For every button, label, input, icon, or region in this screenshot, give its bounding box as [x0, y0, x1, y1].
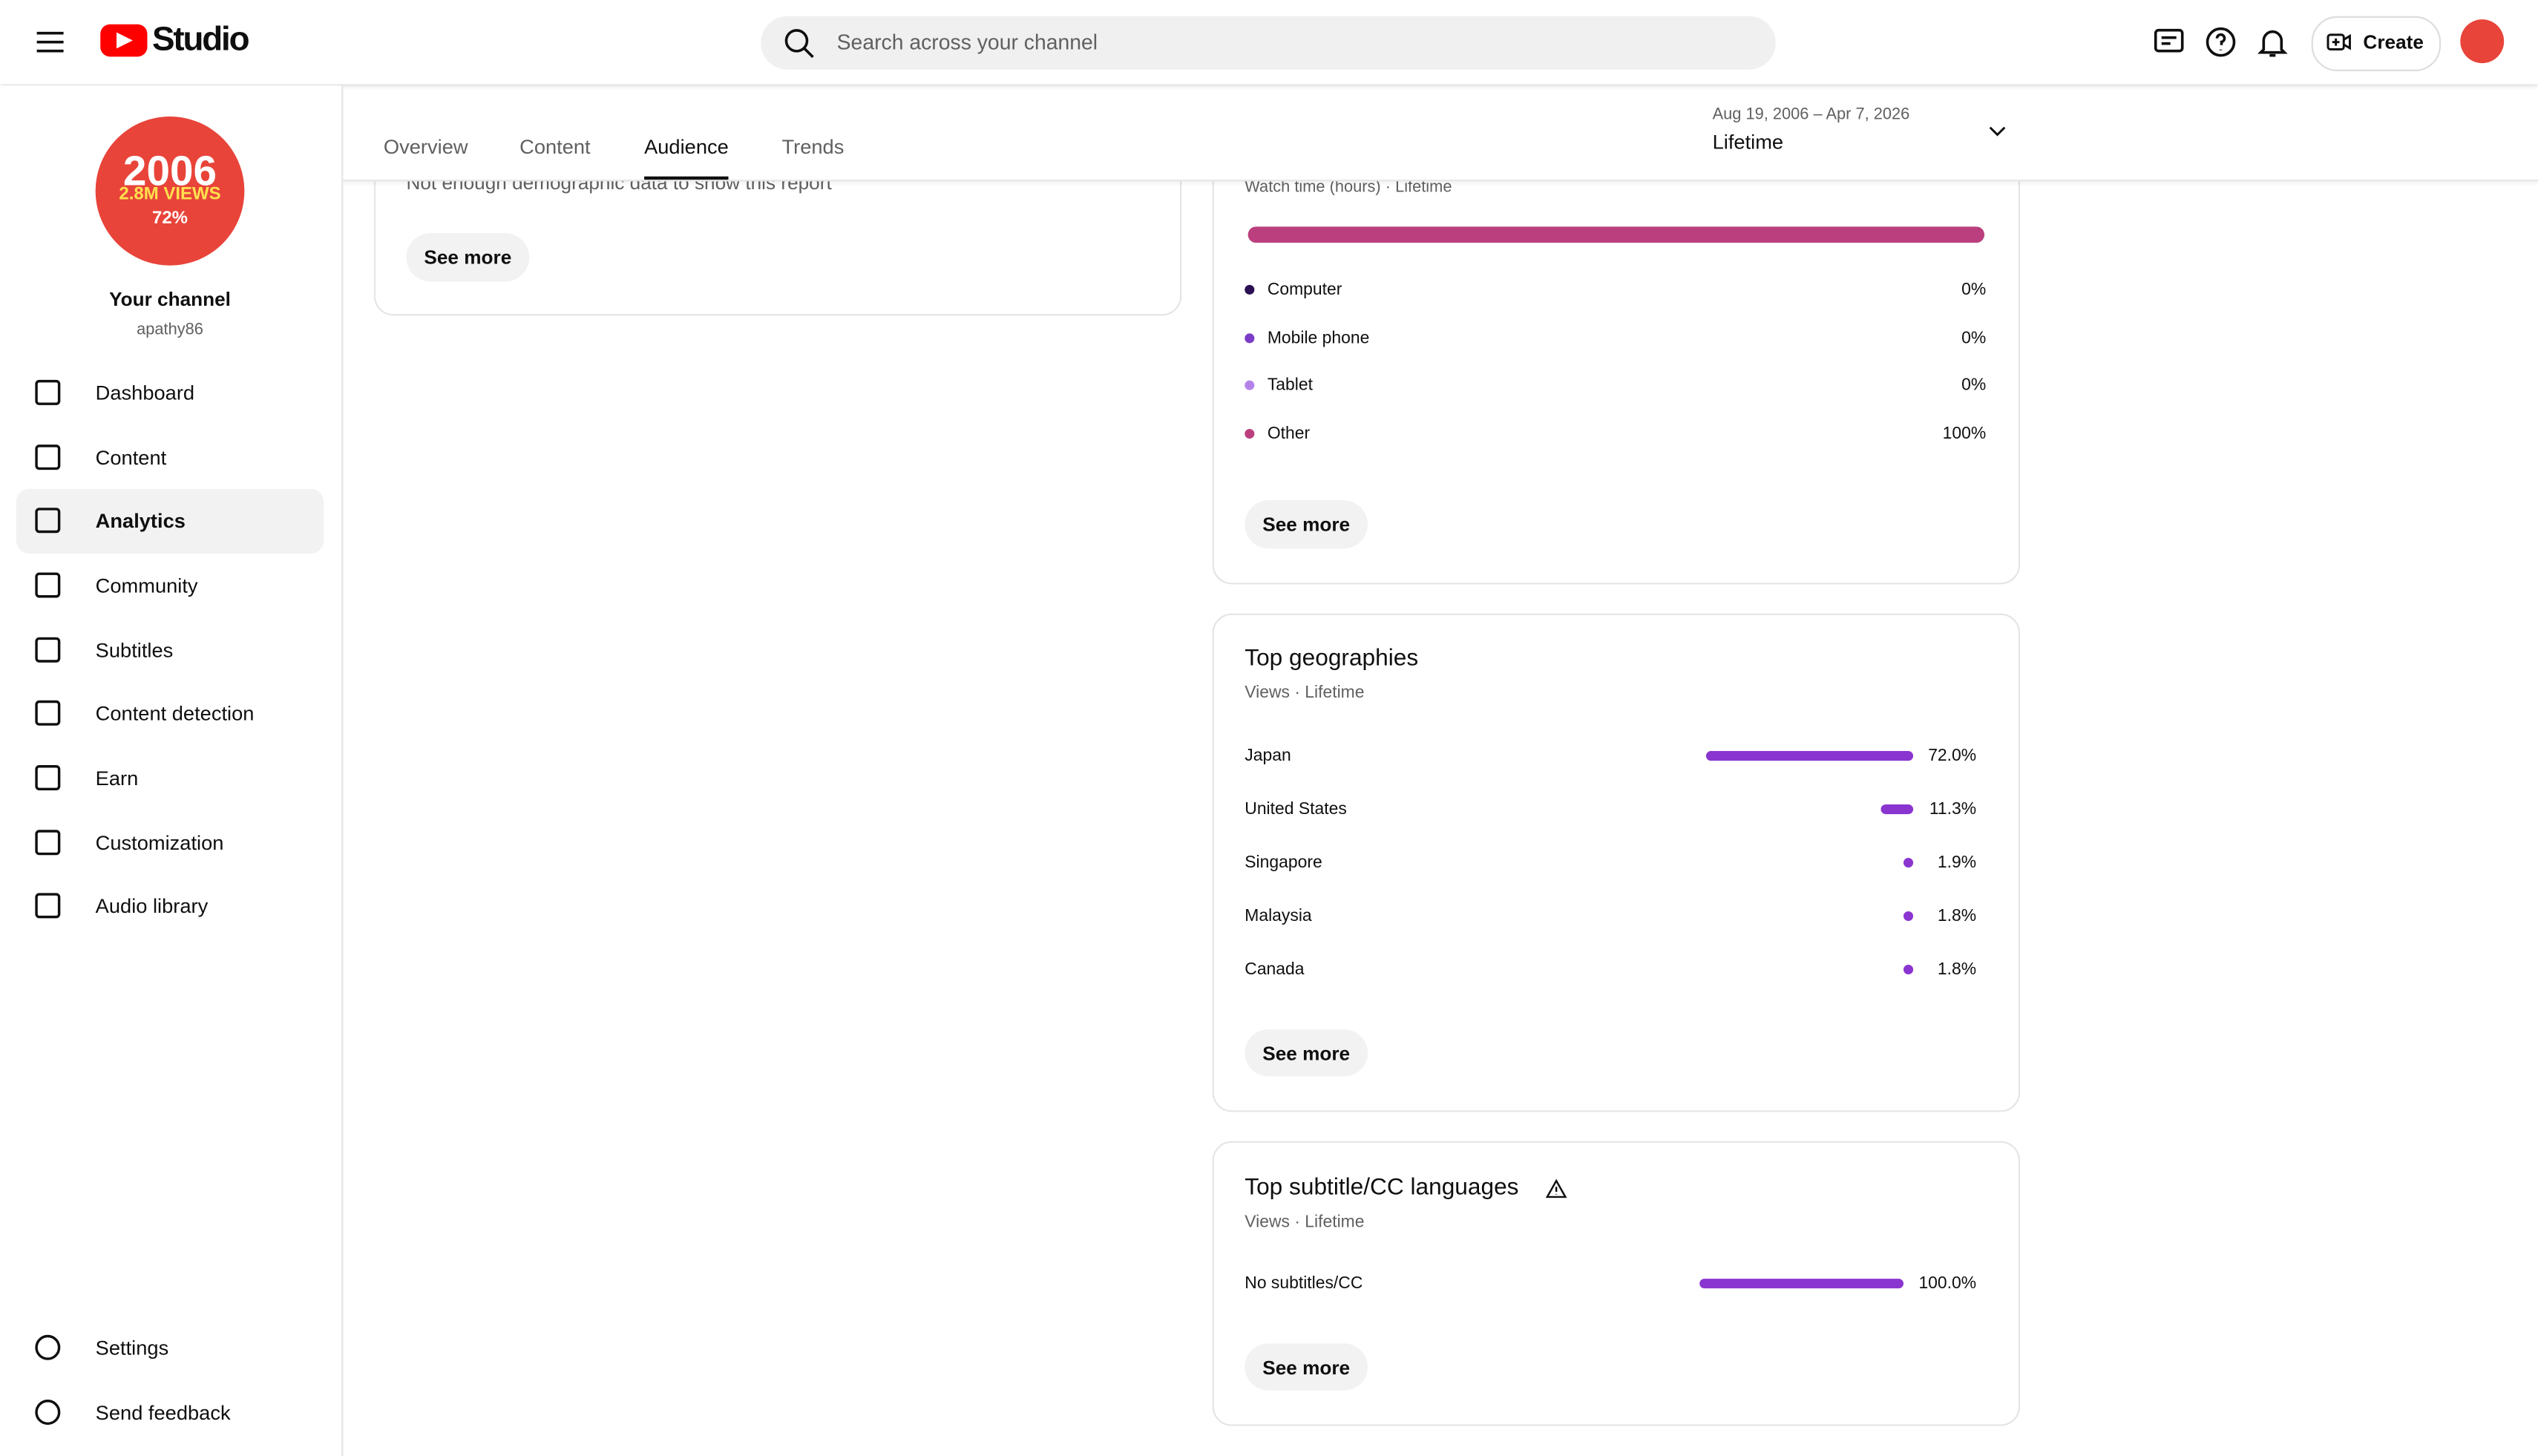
date-period[interactable]: Lifetime [1712, 131, 1784, 154]
device-segment [1247, 226, 1985, 243]
search-box[interactable] [761, 16, 1776, 70]
nav-icon [35, 445, 61, 470]
nav-item[interactable]: Settings [95, 1337, 169, 1360]
search-placeholder[interactable]: Search across your channel [836, 30, 1098, 55]
bell-icon [2257, 30, 2288, 57]
nav-item[interactable]: Content [95, 446, 167, 470]
see-more-button[interactable]: See more [1245, 1029, 1368, 1077]
nav-icon [35, 700, 61, 726]
row-value: 72.0% [1928, 746, 1977, 766]
nav-icon [35, 637, 61, 663]
nav-item[interactable]: Content detection [95, 702, 255, 726]
row-bar [1903, 911, 1914, 922]
badge-text: 72% [151, 209, 188, 229]
nav-item[interactable]: Customization [95, 832, 224, 855]
menu-icon [36, 31, 64, 53]
nav-icon [35, 379, 61, 405]
legend-value: 0% [1961, 376, 1987, 396]
row-bar [1903, 964, 1914, 975]
legend-value: 0% [1961, 280, 1987, 300]
row-value: 1.8% [1937, 906, 1977, 926]
create-label[interactable]: Create [2363, 30, 2424, 53]
legend-dot [1245, 332, 1255, 343]
row-bar [1903, 857, 1914, 868]
legend-value: 0% [1961, 328, 1987, 348]
date-range[interactable]: Aug 19, 2006 – Apr 7, 2026 [1712, 105, 1910, 124]
legend-value: 100% [1942, 424, 1987, 444]
nav-icon [35, 893, 61, 919]
card-title: Top subtitle/CC languages [1245, 1175, 1519, 1201]
row-bar [1880, 804, 1914, 815]
row-label: Malaysia [1245, 906, 1312, 926]
see-more-button[interactable]: See more [1245, 1343, 1368, 1391]
nav-item[interactable]: Community [95, 574, 198, 597]
legend-dot [1245, 381, 1255, 391]
channel-name: Your channel [109, 288, 231, 311]
nav-icon [35, 1400, 61, 1426]
nav-item[interactable]: Analytics [95, 510, 186, 533]
nav-icon [35, 508, 61, 534]
messages-icon [2154, 28, 2184, 53]
tab[interactable]: Overview [383, 136, 468, 159]
legend-dot [1245, 429, 1255, 439]
tab-underline [644, 176, 729, 180]
logo-text[interactable]: Studio [152, 21, 250, 59]
search-icon [784, 29, 814, 59]
geographies-card [1212, 613, 2021, 1112]
legend-label: Computer [1267, 280, 1342, 300]
sidebar: 2006 2.8M VIEWS 72% Your channel apathy86 Das… [0, 85, 344, 1456]
row-label: United States [1245, 799, 1347, 819]
nav-item[interactable]: Subtitles [95, 639, 174, 663]
legend-dot [1245, 284, 1255, 295]
row-value: 11.3% [1929, 799, 1977, 819]
nav-item[interactable]: Send feedback [95, 1401, 231, 1425]
row-value: 100.0% [1918, 1273, 1977, 1293]
tab[interactable]: Trends [781, 136, 845, 159]
chevron-icon [1989, 126, 2006, 137]
row-label: Singapore [1245, 853, 1322, 873]
see-more-button[interactable]: See more [406, 233, 530, 282]
nav-icon [35, 572, 61, 598]
row-value: 1.8% [1937, 960, 1977, 980]
badge-text: 2006 [122, 146, 217, 195]
warning-icon [1545, 1178, 1567, 1198]
row-value: 1.9% [1937, 853, 1977, 873]
legend-label: Tablet [1267, 376, 1313, 396]
nav-icon [35, 830, 61, 856]
create-button[interactable] [2311, 16, 2442, 71]
row-bar [1699, 1279, 1904, 1289]
create-icon [2326, 33, 2351, 50]
logo-play [117, 32, 133, 49]
tab[interactable]: Content [519, 136, 591, 159]
row-label: Japan [1245, 746, 1291, 766]
see-more-button[interactable]: See more [1245, 499, 1368, 549]
row-label: Canada [1245, 960, 1305, 980]
card-subtitle: Views · Lifetime [1245, 683, 1365, 703]
legend-label: Other [1267, 424, 1311, 444]
header: Studio Search across your channel Create [0, 0, 2538, 85]
nav-icon [35, 1334, 61, 1360]
row-label: No subtitles/CC [1245, 1273, 1363, 1293]
devices-subtitle: Watch time (hours) · Lifetime [1245, 179, 1452, 197]
nav-icon [35, 765, 61, 791]
tab[interactable]: Audience [644, 136, 729, 159]
legend-label: Mobile phone [1267, 328, 1370, 348]
channel-handle: apathy86 [137, 321, 203, 339]
badge-text: 2.8M VIEWS [119, 184, 221, 204]
account-avatar[interactable] [2460, 19, 2505, 64]
card-subtitle: Views · Lifetime [1245, 1212, 1365, 1232]
channel-avatar: 2006 2.8M VIEWS 72% [95, 117, 245, 266]
nav-item[interactable]: Earn [95, 767, 139, 790]
nav-item[interactable]: Audio library [95, 895, 209, 918]
nav-highlight [16, 488, 324, 554]
card-title: Top geographies [1245, 646, 1419, 672]
tab-bar: Overview Content Audience Trends Aug 19, 200… [341, 85, 2538, 182]
row-bar [1705, 751, 1914, 761]
help-icon [2206, 27, 2236, 57]
nav-item[interactable]: Dashboard [95, 381, 195, 405]
